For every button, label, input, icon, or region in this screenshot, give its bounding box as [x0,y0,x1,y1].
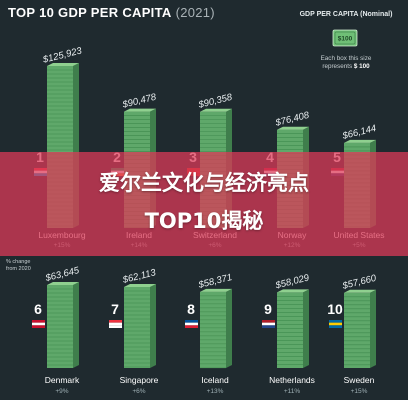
money-stack-top [200,288,232,292]
banner-line-2: TOP10揭秘 [144,209,264,233]
money-stack-top [47,63,79,66]
money-stack-side [73,282,79,368]
rank-label: 8 [187,301,195,317]
money-stack-top [277,126,309,130]
legend-note-prefix: represents [322,63,353,70]
legend-note-value: $ 100 [353,63,370,70]
value-label: $66,144 [340,123,377,142]
value-label: $57,660 [340,273,378,292]
legend-bill-label: $100 [338,36,353,43]
chart-title: TOP 10 GDP PER CAPITA (2021) [8,5,215,20]
money-stack-top [200,108,232,112]
money-stack-side [370,289,376,368]
bar-group-10: $57,660 10 Sweden +15% [327,273,378,395]
bar-group-6: $63,645 6 Denmark +9% [32,265,81,395]
flag-icon [262,320,275,328]
money-stack-top [344,289,376,293]
rank-label: 6 [34,301,42,317]
value-label: $125,923 [41,45,84,66]
rank-label: 10 [327,301,343,317]
value-label: $58,371 [196,272,233,291]
country-label: Iceland [201,375,229,385]
value-label: $76,408 [273,110,311,129]
change-label: +15% [351,388,368,395]
value-label: $63,645 [43,265,81,284]
value-label: $62,113 [121,267,158,286]
country-label: Singapore [120,375,159,385]
legend-note-line1: Each box this size [320,55,372,62]
change-label: +13% [207,388,224,395]
country-label: Netherlands [269,375,315,385]
money-stack-top [277,289,309,293]
rank-label: 7 [111,301,119,317]
legend: $100 GDP PER CAPITA (Nominal) Each box t… [290,5,402,91]
banner-line-1: 爱尔兰文化与经济亮点 [99,171,309,195]
value-label: $90,478 [120,92,158,111]
overlay-banner [0,152,408,256]
value-label: $58,029 [273,272,311,291]
money-stack-side [226,288,232,368]
money-stack-top [124,108,156,112]
flag-icon [329,320,342,328]
money-stack-top [47,282,79,285]
money-stack-icon [47,285,73,368]
money-stack-icon [124,286,150,368]
legend-note: Each box this size represents $ 100 [290,55,402,71]
change-label: +11% [284,388,301,395]
dollar-bill-icon: $100 [332,29,358,47]
change-note: % change from 2020 [6,259,31,272]
country-label: Sweden [344,375,375,385]
money-stack-side [150,283,156,368]
chart-title-year: (2021) [175,5,215,20]
money-stack-side [303,289,309,368]
money-stack-icon [200,291,226,368]
chart-title-main: TOP 10 GDP PER CAPITA [8,5,172,20]
flag-icon [109,320,122,328]
money-stack-icon [277,292,303,368]
change-label: +9% [55,388,68,395]
flag-icon [32,320,45,328]
change-label: +6% [132,388,145,395]
legend-title: GDP PER CAPITA (Nominal) [299,11,393,18]
flag-icon [185,320,198,328]
country-label: Denmark [45,375,80,385]
value-label: $90,358 [196,92,234,111]
money-stack-icon [344,292,370,368]
money-stack-top [344,139,376,143]
money-stack-top [124,283,156,287]
rank-label: 9 [264,301,272,317]
